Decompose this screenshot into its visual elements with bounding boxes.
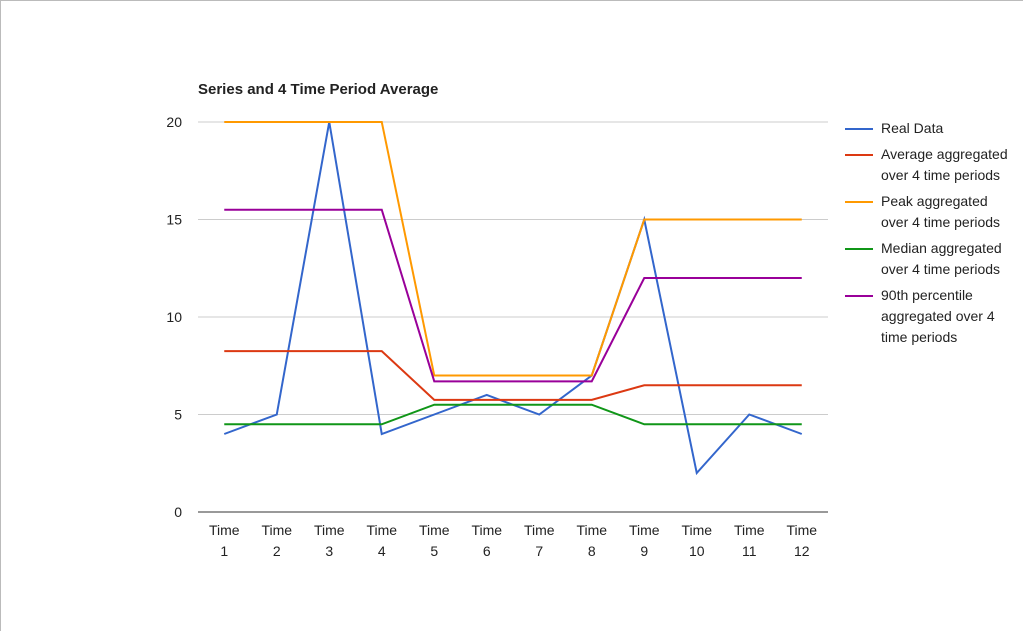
legend: Real Data Average aggregated over 4 time … bbox=[845, 118, 1020, 353]
series-line bbox=[224, 350, 802, 401]
legend-label: Peak aggregated over 4 time periods bbox=[881, 193, 1001, 230]
series-line bbox=[224, 208, 802, 383]
legend-swatch bbox=[845, 201, 873, 203]
legend-entry: Median aggregated over 4 time periods bbox=[845, 238, 1020, 280]
chart-title: Series and 4 Time Period Average bbox=[198, 81, 438, 98]
legend-swatch bbox=[845, 295, 873, 297]
x-tick-label: Time 5 bbox=[419, 522, 450, 559]
x-tick-label: Time 6 bbox=[471, 522, 502, 559]
x-tick-label: Time 12 bbox=[786, 522, 817, 559]
legend-label: Real Data bbox=[881, 120, 944, 136]
legend-swatch bbox=[845, 248, 873, 250]
legend-entry: Real Data bbox=[845, 118, 1020, 139]
legend-entry: 90th percentile aggregated over 4 time p… bbox=[845, 285, 1020, 348]
y-tick-label: 5 bbox=[174, 407, 182, 423]
x-tick-label: Time 8 bbox=[576, 522, 607, 559]
legend-entry: Average aggregated over 4 time periods bbox=[845, 144, 1020, 186]
x-tick-label: Time 4 bbox=[366, 522, 397, 559]
legend-label: Median aggregated over 4 time periods bbox=[881, 240, 1002, 277]
legend-swatch bbox=[845, 154, 873, 156]
legend-entry: Peak aggregated over 4 time periods bbox=[845, 191, 1020, 233]
legend-label: 90th percentile aggregated over 4 time p… bbox=[881, 287, 995, 345]
x-tick-label: Time 1 bbox=[209, 522, 240, 559]
legend-swatch bbox=[845, 128, 873, 130]
series-line bbox=[223, 121, 803, 476]
x-tick-label: Time 9 bbox=[629, 522, 660, 559]
x-tick-label: Time 3 bbox=[314, 522, 345, 559]
y-tick-label: 0 bbox=[174, 504, 182, 520]
y-tick-label: 20 bbox=[166, 114, 182, 130]
series-line bbox=[224, 403, 802, 426]
x-tick-label: Time 7 bbox=[524, 522, 555, 559]
y-tick-label: 15 bbox=[166, 212, 182, 228]
series-line bbox=[224, 121, 802, 377]
legend-label: Average aggregated over 4 time periods bbox=[881, 146, 1008, 183]
y-tick-label: 10 bbox=[166, 309, 182, 325]
x-tick-label: Time 11 bbox=[734, 522, 765, 559]
x-tick-label: Time 2 bbox=[261, 522, 292, 559]
x-tick-label: Time 10 bbox=[681, 522, 712, 559]
